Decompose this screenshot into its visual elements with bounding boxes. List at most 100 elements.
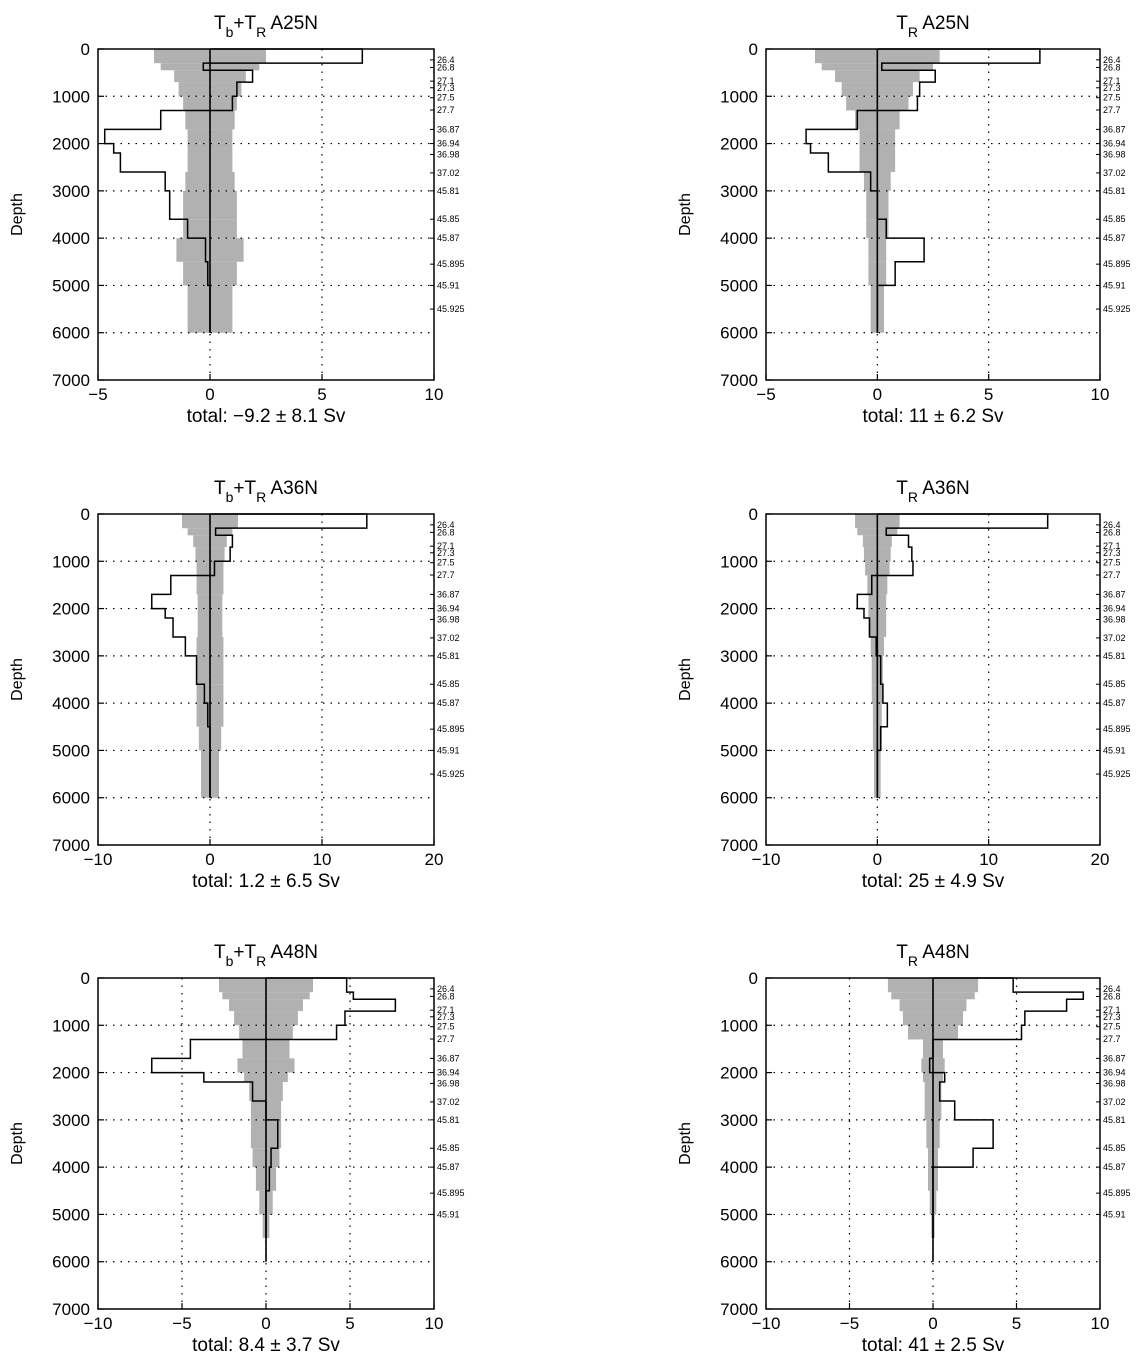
title-part: R — [256, 953, 266, 969]
density-label: 27.5 — [1103, 558, 1121, 568]
density-label: 45.85 — [1103, 679, 1126, 689]
panel-title: Tb+TR A36N — [214, 478, 318, 505]
density-label: 37.02 — [437, 168, 460, 178]
y-tick-label: 1000 — [720, 1016, 758, 1035]
density-label: 37.02 — [437, 633, 460, 643]
total-value: 25 — [903, 871, 929, 892]
panel-5: 0 1000 2000 3000 4000 5000 6000 7000−10 −5 0 5 10 26… — [9, 942, 465, 1356]
density-label: 26.8 — [437, 62, 455, 72]
density-label: 45.87 — [1103, 1162, 1126, 1172]
y-tick-label: 7000 — [720, 1300, 758, 1319]
density-label: 45.87 — [437, 698, 460, 708]
title-part: A36N — [918, 478, 970, 499]
y-tick-label: 2000 — [720, 135, 758, 154]
panel-title: TR A36N — [896, 478, 970, 505]
title-part: +T — [233, 478, 256, 499]
y-tick-label: 6000 — [52, 324, 90, 343]
density-label: 36.98 — [1103, 614, 1126, 624]
density-label: 27.7 — [437, 105, 455, 115]
panel-title: TR A48N — [896, 942, 970, 969]
density-label: 45.81 — [1103, 651, 1126, 661]
density-label: 36.94 — [437, 139, 460, 149]
axes-frame — [97, 48, 435, 381]
density-label: 45.91 — [437, 1209, 460, 1219]
density-label: 27.1 — [1103, 541, 1121, 551]
density-label: 45.895 — [1103, 1188, 1131, 1198]
density-label: 26.8 — [437, 527, 455, 537]
title-part: A36N — [266, 478, 318, 499]
y-tick-label: 4000 — [720, 229, 758, 248]
density-label: 45.81 — [437, 651, 460, 661]
density-label: 26.8 — [437, 991, 455, 1001]
density-label: 27.1 — [437, 1005, 455, 1015]
density-label: 36.98 — [437, 1078, 460, 1088]
total-unit: Sv — [312, 1335, 340, 1356]
y-tick-label: 6000 — [720, 789, 758, 808]
axes-frame — [97, 513, 435, 846]
y-axis-label: Depth — [9, 658, 26, 701]
y-axis-label: Depth — [677, 193, 694, 236]
title-part: T — [214, 13, 226, 34]
total-unit: Sv — [977, 1335, 1005, 1356]
density-label: 45.81 — [437, 186, 460, 196]
title-part: A25N — [918, 13, 970, 34]
y-tick-label: 4000 — [720, 1158, 758, 1177]
density-label: 26.4 — [437, 520, 455, 530]
total-pm: ± — [271, 406, 287, 427]
density-label: 45.91 — [1103, 280, 1126, 290]
x-tick-label: −5 — [88, 385, 107, 404]
y-tick-label: 0 — [81, 505, 90, 524]
transport-profile — [805, 48, 1041, 333]
y-tick-label: 3000 — [720, 182, 758, 201]
title-part: A25N — [266, 13, 318, 34]
y-tick-label: 7000 — [720, 371, 758, 390]
y-axis-label: Depth — [677, 658, 694, 701]
density-label: 26.4 — [1103, 984, 1121, 994]
density-label: 45.91 — [1103, 1209, 1126, 1219]
y-tick-label: 4000 — [52, 694, 90, 713]
density-label: 45.895 — [437, 1188, 465, 1198]
x-tick-label: 0 — [205, 850, 214, 869]
transport-profile — [151, 977, 397, 1239]
density-label: 37.02 — [1103, 168, 1126, 178]
y-tick-label: 1000 — [52, 1016, 90, 1035]
density-label: 27.7 — [1103, 1034, 1121, 1044]
x-tick-label: −10 — [752, 1314, 781, 1333]
title-part: +T — [233, 13, 256, 34]
density-label: 27.3 — [1103, 83, 1121, 93]
panel-3: 0 1000 2000 3000 4000 5000 6000 7000−10 0 10 20 26.… — [9, 478, 465, 892]
density-label: 36.87 — [1103, 1053, 1126, 1063]
total-transport: total: 1.2 ± 6.5 Sv — [192, 871, 340, 892]
density-label: 36.94 — [1103, 1068, 1126, 1078]
density-label: 36.87 — [437, 1053, 460, 1063]
y-tick-label: 0 — [749, 969, 758, 988]
y-tick-label: 5000 — [52, 1205, 90, 1224]
x-tick-label: 20 — [425, 850, 444, 869]
density-label: 36.94 — [1103, 604, 1126, 614]
total-pm: ± — [265, 1335, 281, 1356]
density-label: 45.87 — [437, 233, 460, 243]
density-label: 45.925 — [1103, 769, 1131, 779]
y-tick-label: 6000 — [720, 324, 758, 343]
total-transport: total: 25 ± 4.9 Sv — [862, 871, 1005, 892]
title-part: R — [908, 24, 918, 40]
x-tick-label: −10 — [84, 1314, 113, 1333]
density-label: 27.5 — [1103, 93, 1121, 103]
density-label: 45.895 — [437, 724, 465, 734]
density-label: 36.98 — [1103, 1078, 1126, 1088]
density-label: 27.3 — [1103, 548, 1121, 558]
density-label: 45.87 — [437, 1162, 460, 1172]
title-part: b — [226, 24, 234, 40]
total-transport: total: 8.4 ± 3.7 Sv — [192, 1335, 340, 1356]
density-label: 26.8 — [1103, 62, 1121, 72]
total-pm: ± — [929, 871, 945, 892]
x-tick-label: −10 — [84, 850, 113, 869]
density-label: 45.91 — [437, 280, 460, 290]
y-tick-label: 3000 — [720, 647, 758, 666]
density-label: 36.98 — [437, 149, 460, 159]
title-part: T — [214, 478, 226, 499]
density-label: 45.925 — [437, 769, 465, 779]
total-error: 2.5 — [945, 1335, 977, 1356]
